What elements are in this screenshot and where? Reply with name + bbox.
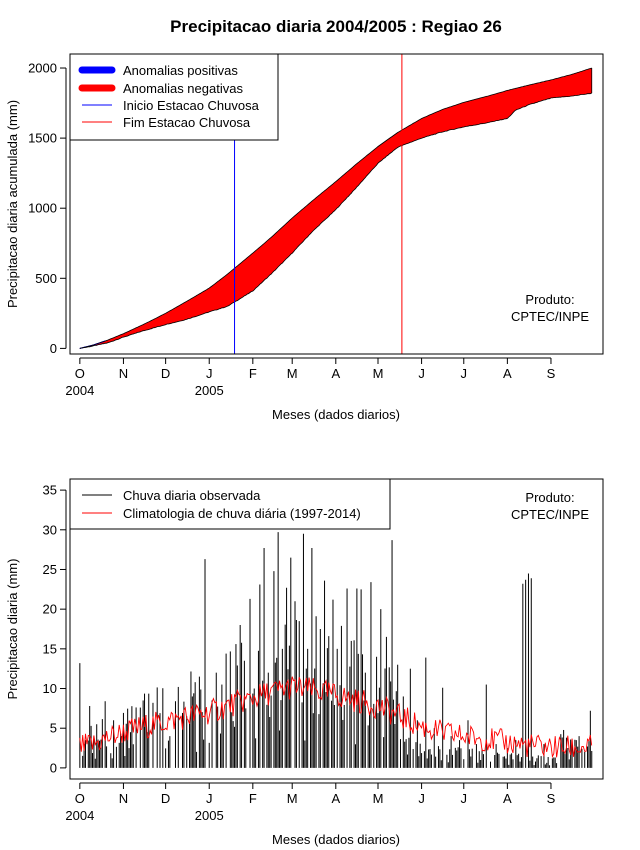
negative-anomaly-area: [79, 68, 592, 349]
top-year-label: 2005: [195, 383, 224, 398]
bottom-annotation-line1: Produto:: [525, 490, 574, 505]
bottom-legend-box: [69, 478, 391, 530]
bottom-annotation-line2: CPTEC/INPE: [511, 507, 589, 522]
top-y-tick-label: 500: [35, 271, 57, 286]
bottom-month-label: A: [503, 791, 512, 806]
top-month-label: O: [75, 366, 85, 381]
bottom-chart: 0 5 10 15 20 25 30 35 O N D J F M A M J J A S 2004 2005 Prec…: [5, 478, 604, 847]
bottom-y-axis-label: Precipitacao diaria (mm): [5, 559, 20, 700]
legend-end-label: Fim Estacao Chuvosa: [123, 115, 251, 130]
top-month-label: J: [418, 366, 425, 381]
climatology-cumulative-line: [79, 67, 592, 349]
top-y-tick-label: 2000: [28, 61, 57, 76]
top-month-label: J: [206, 366, 213, 381]
top-month-label: N: [119, 366, 128, 381]
bottom-y-tick-label: 5: [50, 721, 57, 736]
legend-positive-label: Anomalias positivas: [123, 63, 238, 78]
top-y-axis-label: Precipitacao diaria acumulada (mm): [5, 100, 20, 308]
bottom-y-tick-label: 10: [43, 681, 57, 696]
top-y-tick-label: 1500: [28, 131, 57, 146]
top-month-label: J: [461, 366, 468, 381]
top-legend: Anomalias positivas Anomalias negativas …: [69, 53, 279, 141]
top-plot-frame: [69, 53, 604, 355]
bottom-month-label: M: [287, 791, 298, 806]
climatology-daily-line: [79, 676, 593, 759]
top-annotation-line1: Produto:: [525, 292, 574, 307]
bottom-y-tick-label: 35: [43, 483, 57, 498]
bottom-month-label: D: [161, 791, 170, 806]
top-x-axis-label: Meses (dados diarios): [272, 407, 400, 422]
bottom-month-label: F: [249, 791, 257, 806]
top-month-label: M: [287, 366, 298, 381]
bottom-y-tick-label: 25: [43, 562, 57, 577]
top-chart: 0 500 1000 1500 2000 O N D J F M A M J J A S 2004 2005 Pr…: [5, 53, 604, 422]
bottom-y-tick-label: 15: [43, 641, 57, 656]
top-year-label: 2004: [65, 383, 94, 398]
legend-observed-label: Chuva diaria observada: [123, 488, 261, 503]
bottom-month-label: J: [461, 791, 468, 806]
bottom-month-label: J: [418, 791, 425, 806]
bottom-year-label: 2004: [65, 808, 94, 823]
top-month-label: A: [331, 366, 340, 381]
bottom-y-tick-label: 0: [50, 760, 57, 775]
bottom-x-axis-label: Meses (dados diarios): [272, 832, 400, 847]
top-month-label: S: [547, 366, 556, 381]
bottom-month-label: A: [331, 791, 340, 806]
top-annotation-line2: CPTEC/INPE: [511, 309, 589, 324]
bottom-legend: Chuva diaria observada Climatologia de c…: [69, 478, 391, 530]
top-month-label: F: [249, 366, 257, 381]
legend-onset-label: Inicio Estacao Chuvosa: [123, 98, 260, 113]
bottom-month-label: S: [547, 791, 556, 806]
top-y-tick-label: 0: [50, 341, 57, 356]
bottom-month-label: J: [206, 791, 213, 806]
chart-title: Precipitacao diaria 2004/2005 : Regiao 2…: [170, 17, 502, 36]
top-month-label: D: [161, 366, 170, 381]
bottom-x-axis: O N D J F M A M J J A S 2004 2005: [65, 782, 556, 823]
bottom-month-label: M: [373, 791, 384, 806]
observed-cumulative-line: [79, 92, 592, 350]
legend-negative-label: Anomalias negativas: [123, 81, 243, 96]
top-month-label: A: [503, 366, 512, 381]
bottom-month-label: N: [119, 791, 128, 806]
bottom-y-axis: 0 5 10 15 20 25 30 35: [43, 483, 67, 775]
bottom-month-label: O: [75, 791, 85, 806]
bottom-year-label: 2005: [195, 808, 224, 823]
top-y-tick-label: 1000: [28, 201, 57, 216]
bottom-y-tick-label: 20: [43, 602, 57, 617]
bottom-y-tick-label: 30: [43, 522, 57, 537]
top-x-axis: O N D J F M A M J J A S 2004 2005: [65, 357, 556, 398]
legend-climatology-label: Climatologia de chuva diária (1997-2014): [123, 506, 361, 521]
top-month-label: M: [373, 366, 384, 381]
top-y-axis: 0 500 1000 1500 2000: [28, 61, 67, 356]
